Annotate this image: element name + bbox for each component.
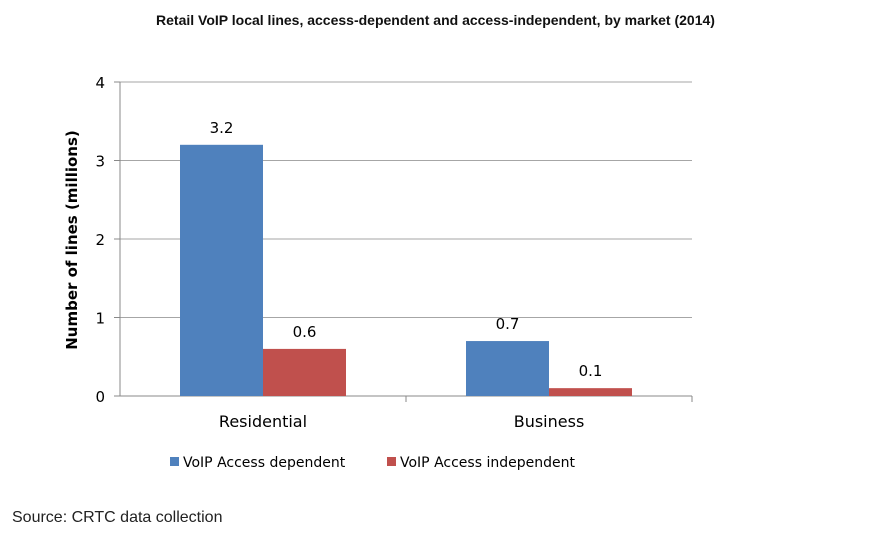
- source-note: Source: CRTC data collection: [12, 509, 223, 526]
- y-axis-ticks: 0 1 2 3 4: [95, 74, 120, 406]
- y-tick-label: 1: [95, 310, 105, 328]
- data-label: 0.1: [579, 362, 603, 380]
- legend-label: VoIP Access dependent: [183, 455, 346, 471]
- bar-voip-access-independent-business: [549, 388, 632, 396]
- legend-label: VoIP Access independent: [400, 455, 575, 471]
- legend: VoIP Access dependent VoIP Access indepen…: [170, 455, 575, 471]
- x-tick-label: Residential: [219, 412, 307, 431]
- bar-voip-access-independent-residential: [263, 348, 346, 396]
- legend-swatch: [387, 457, 396, 466]
- data-label: 3.2: [210, 119, 234, 137]
- data-label: 0.7: [496, 315, 520, 333]
- x-axis-labels: Residential Business: [219, 396, 693, 431]
- y-axis-label: Number of lines (millions): [63, 130, 81, 350]
- x-tick-label: Business: [514, 412, 585, 431]
- y-tick-label: 2: [95, 231, 105, 249]
- y-tick-label: 4: [95, 74, 105, 92]
- bar-voip-access-dependent-residential: [180, 144, 263, 396]
- y-tick-label: 3: [95, 153, 105, 171]
- bar-voip-access-dependent-business: [466, 341, 549, 396]
- chart-title: Retail VoIP local lines, access-dependen…: [156, 12, 715, 28]
- bars: 3.2 0.6 0.7 0.1: [180, 119, 632, 396]
- data-label: 0.6: [293, 323, 317, 341]
- legend-swatch: [170, 457, 179, 466]
- bar-chart: 0 1 2 3 4 3.2 0.6 0.7 0.1 Residential Business N…: [63, 74, 693, 471]
- y-tick-label: 0: [95, 388, 105, 406]
